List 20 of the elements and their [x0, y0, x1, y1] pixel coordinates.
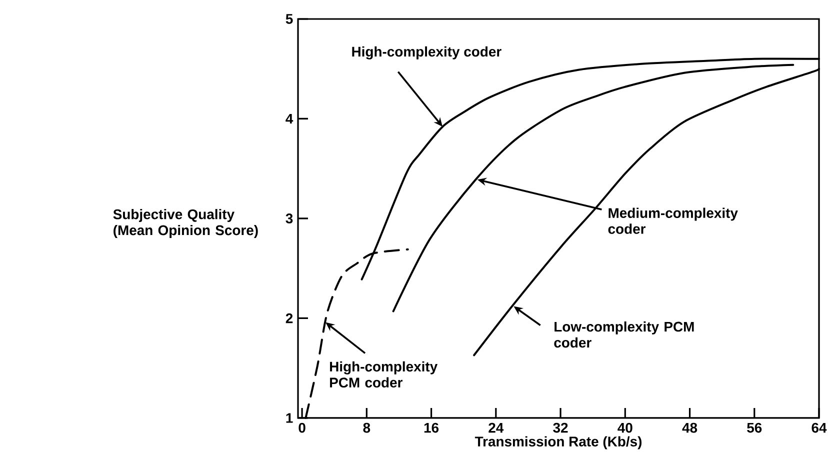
- x-tick-label: 32: [553, 422, 568, 433]
- y-tick-label: 4: [286, 114, 294, 124]
- y-tick-label: 1: [286, 413, 293, 423]
- y-axis-title: Subjective Quality (Mean Opinion Score): [113, 209, 258, 238]
- annotation: Medium-complexity coder: [608, 208, 738, 234]
- x-tick-label: 64: [812, 422, 827, 433]
- x-tick-label: 40: [618, 422, 632, 433]
- x-tick-label: 16: [424, 422, 439, 433]
- x-tick-label: 8: [363, 422, 370, 433]
- annotation: High-complexity coder: [352, 46, 502, 60]
- y-tick-label: 5: [286, 14, 293, 24]
- annotation: High-complexity PCM coder: [330, 361, 438, 388]
- y-tick-label: 2: [286, 313, 293, 324]
- y-tick-label: 3: [286, 214, 293, 224]
- x-tick-label: 0: [298, 422, 306, 433]
- x-axis-title: Transmission Rate (Kb/s): [474, 436, 642, 450]
- x-tick-label: 56: [747, 422, 762, 433]
- x-tick-label: 24: [488, 422, 504, 433]
- x-tick-label: 48: [682, 422, 698, 433]
- annotation: Low-complexity PCM coder: [554, 321, 694, 348]
